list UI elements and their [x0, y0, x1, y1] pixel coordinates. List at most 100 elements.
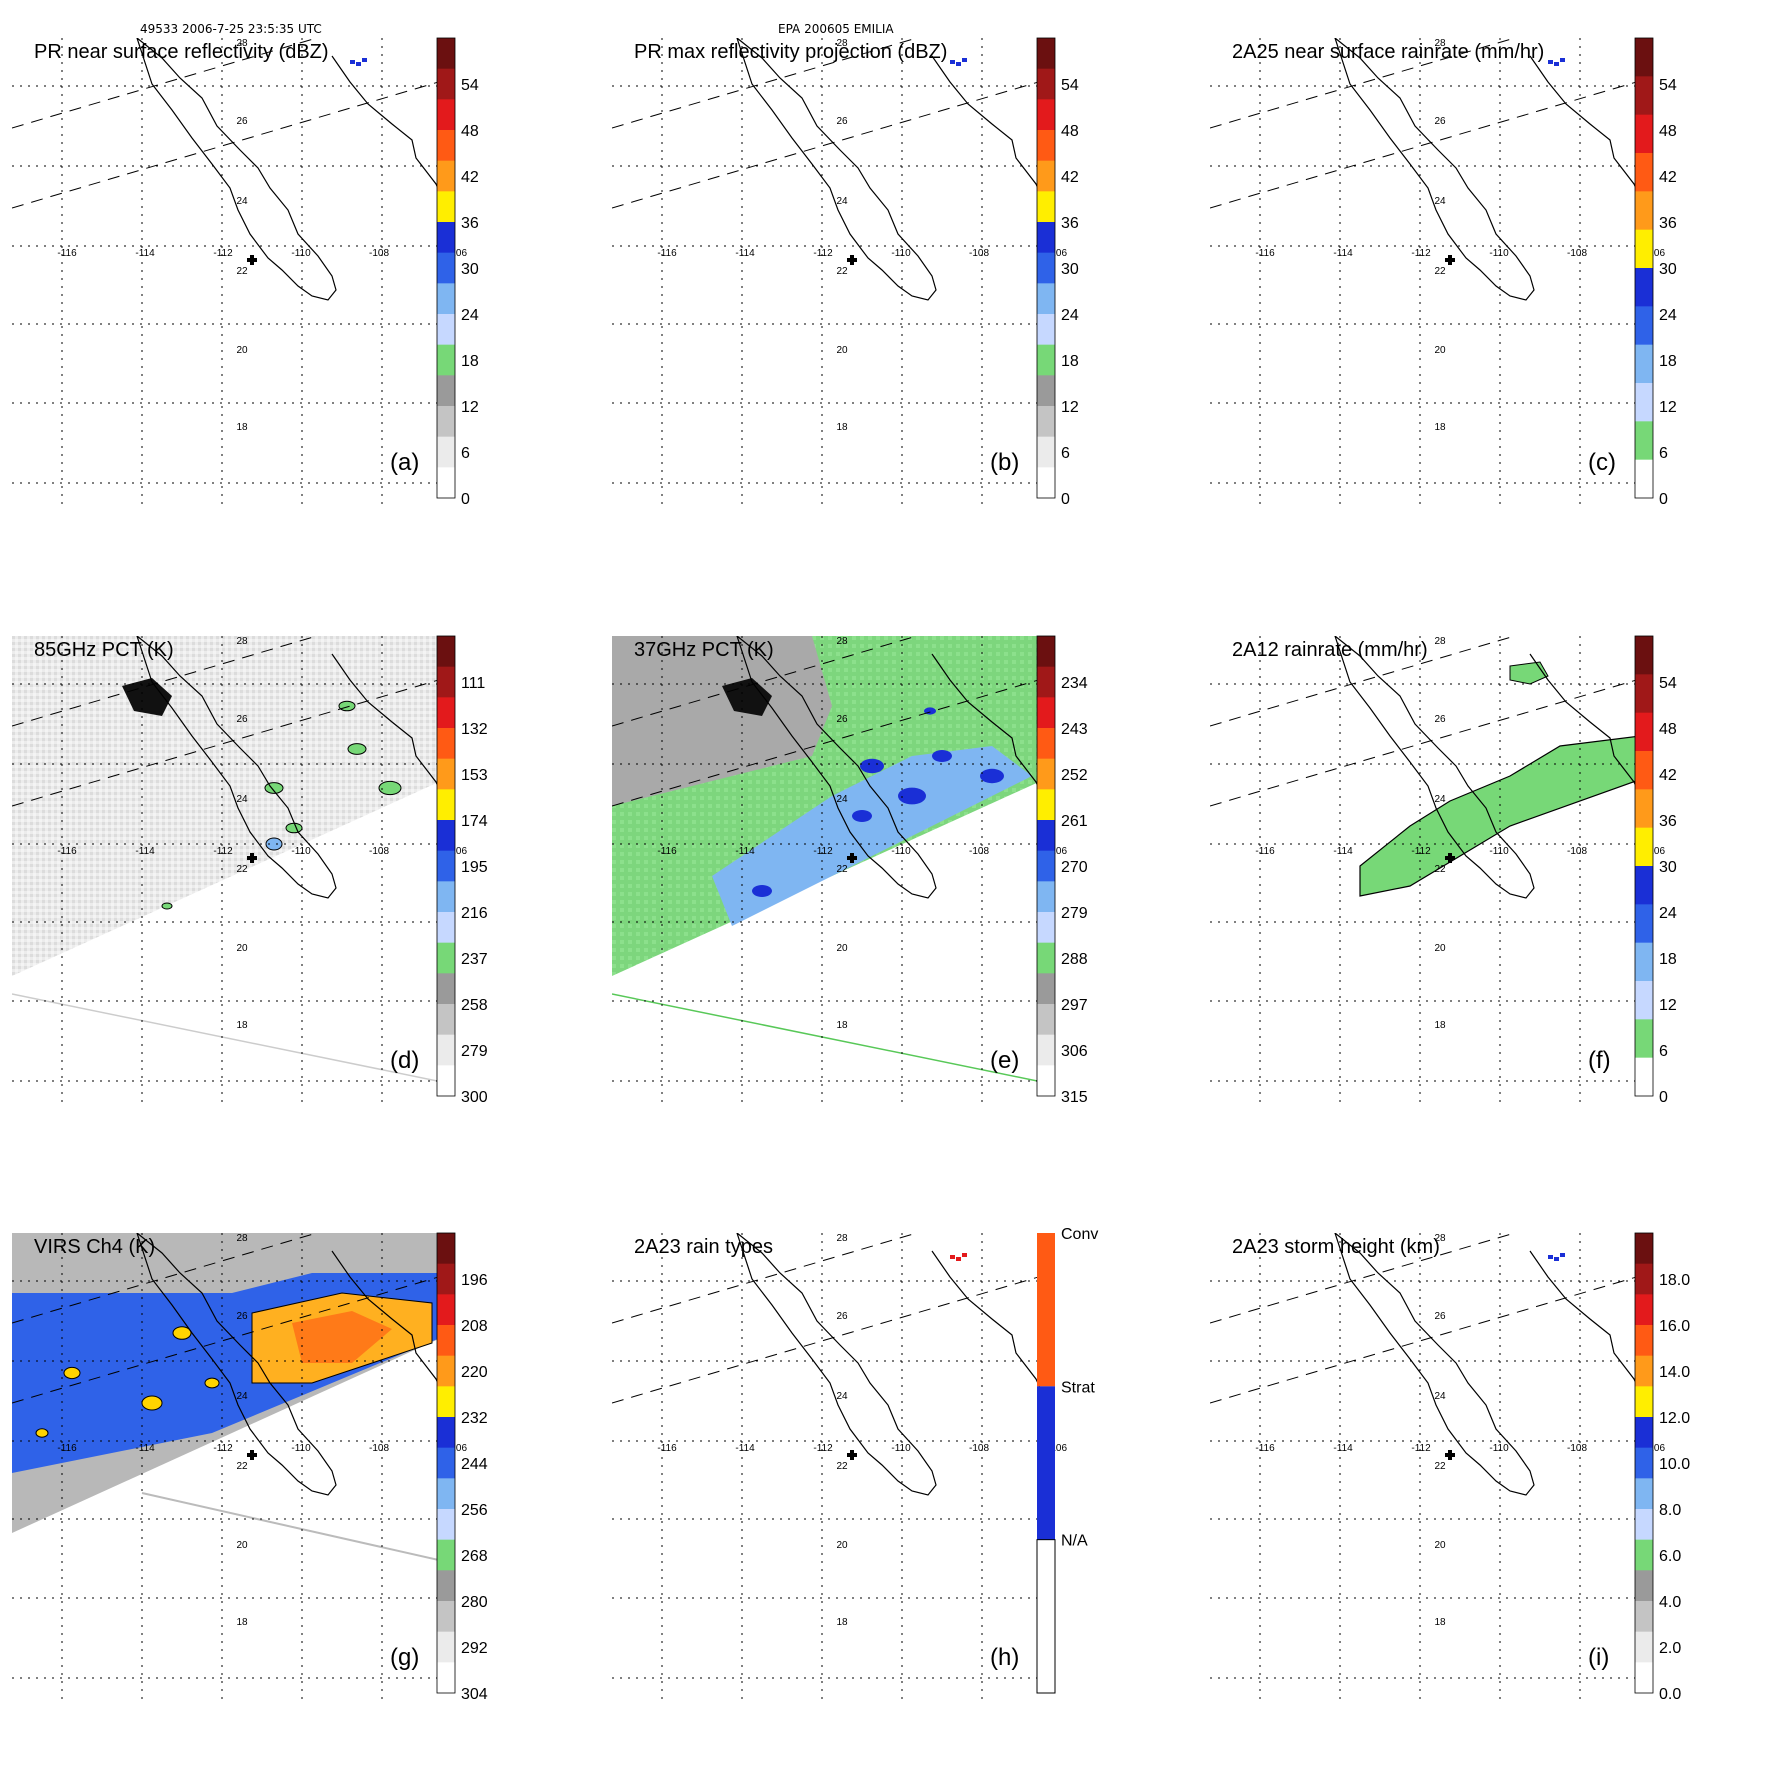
colorbar-tick-label: 6 — [1659, 445, 1668, 462]
colorbar-band — [1037, 130, 1055, 162]
latitude-label: 28 — [836, 636, 848, 647]
pr-swath-edge — [612, 1272, 1052, 1404]
colorbar-band — [437, 1509, 455, 1541]
colorbar-band — [1635, 383, 1653, 422]
storm-center-marker — [1445, 255, 1455, 265]
colorbar-frame — [1036, 635, 1056, 1097]
longitude-label: -108 — [369, 1443, 389, 1454]
colorbar-band — [1037, 1034, 1055, 1066]
panel-title: 2A25 near surface rainrate (mm/hr) — [1232, 41, 1544, 63]
rain-core — [752, 885, 772, 897]
colorbar-tick-label: 288 — [1061, 951, 1088, 968]
longitude-label: -108 — [369, 248, 389, 259]
pr-echo — [962, 58, 967, 62]
colorbar-band — [1635, 1478, 1653, 1510]
colorbar-band — [1037, 1386, 1055, 1540]
colorbar-band — [1635, 306, 1653, 346]
colorbar-band — [1037, 942, 1055, 974]
panel-title: 85GHz PCT (K) — [34, 639, 174, 661]
latitude-label: 26 — [1434, 116, 1446, 127]
colorbar-band — [1037, 191, 1055, 223]
latitude-label: 18 — [836, 422, 848, 433]
colorbar-tick-label: 54 — [461, 77, 479, 94]
rain-area — [1509, 661, 1549, 685]
latitude-label: 26 — [236, 714, 248, 725]
colorbar-tick-label: 16.0 — [1659, 1318, 1690, 1335]
colorbar: 196 208 220 232 244 256 268 280 292 304 — [436, 1232, 488, 1703]
colorbar-tick-label: 24 — [1061, 307, 1079, 324]
colorbar-tick-label: 6 — [1061, 445, 1070, 462]
colorbar-band — [1037, 973, 1055, 1005]
colorbar-tick-label: 36 — [1061, 215, 1079, 232]
colorbar-tick-label: 306 — [1061, 1043, 1088, 1060]
colorbar-tick-label: 0 — [1659, 491, 1668, 508]
colorbar-band — [437, 1294, 455, 1326]
longitude-label: -110 — [1489, 846, 1509, 857]
colorbar-band — [1635, 1570, 1653, 1602]
colorbar-tick-label: 252 — [1061, 767, 1088, 784]
colorbar-band — [437, 758, 455, 790]
colorbar-tick-label: Strat — [1061, 1379, 1095, 1396]
colorbar-tick-label: 256 — [461, 1502, 488, 1519]
pr-swath-edge — [12, 38, 319, 129]
colorbar-tick-label: 132 — [461, 721, 488, 738]
latitude-label: 28 — [836, 38, 848, 49]
colorbar-band — [1037, 789, 1055, 821]
colorbar-tick-label: 2.0 — [1659, 1640, 1681, 1657]
colorbar-tick-label: 174 — [461, 813, 488, 830]
pr-echo — [956, 1257, 961, 1261]
colorbar-tick-label: 220 — [461, 1364, 488, 1381]
longitude-label: -112 — [213, 1443, 233, 1454]
colorbar-band — [1635, 1263, 1653, 1295]
colorbar-band — [1635, 1386, 1653, 1418]
longitude-label: -114 — [135, 1443, 155, 1454]
colorbar-tick-label: 18 — [1061, 353, 1079, 370]
colorbar-band — [1635, 1325, 1653, 1357]
colorbar-tick-label: 36 — [461, 215, 479, 232]
latitude-label: 18 — [236, 1617, 248, 1628]
cold-cell — [141, 1395, 163, 1411]
colorbar-tick-label: 0 — [1061, 491, 1070, 508]
latitude-label: 24 — [236, 196, 248, 207]
latitude-label: 22 — [1434, 1461, 1446, 1472]
longitude-label: -108 — [969, 1443, 989, 1454]
colorbar-tick-label: 12 — [461, 399, 479, 416]
latitude-label: 20 — [236, 345, 248, 356]
colorbar-band — [1635, 981, 1653, 1020]
colorbar-band — [1635, 751, 1653, 790]
colorbar-tick-label: 48 — [1659, 721, 1677, 738]
colorbar-tick-label: 243 — [1061, 721, 1088, 738]
colorbar-tick-label: 111 — [461, 675, 485, 692]
pr-swath-edge — [1210, 38, 1517, 129]
map-panel-g: -116 -114 -112 -110 -108 -106 28 26 24 22 20 18 VIRS… — [12, 1232, 488, 1703]
colorbar-tick-label: 24 — [1659, 307, 1677, 324]
colorbar-band — [437, 912, 455, 944]
storm-center-marker — [847, 853, 857, 863]
panel-letter: (d) — [390, 1047, 419, 1074]
baja-coastline — [136, 1233, 337, 1496]
colorbar-band — [1037, 406, 1055, 438]
longitude-label: -110 — [891, 846, 911, 857]
pr-swath-edge — [612, 77, 1052, 209]
rain-area — [1359, 735, 1650, 897]
longitude-label: -108 — [1567, 248, 1587, 259]
colorbar-tick-label: 196 — [461, 1272, 488, 1289]
colorbar-band — [1635, 904, 1653, 944]
latitude-label: 20 — [1434, 1540, 1446, 1551]
latitude-label: 26 — [236, 1311, 248, 1322]
colorbar-tick-label: 195 — [461, 859, 488, 876]
longitude-label: -110 — [1489, 248, 1509, 259]
colorbar-band — [1635, 268, 1653, 307]
colorbar-band — [437, 1570, 455, 1602]
colorbar-band — [1635, 114, 1653, 154]
colorbar-tick-label: 30 — [1061, 261, 1079, 278]
rain-cell — [161, 902, 173, 910]
colorbar-band — [1037, 436, 1055, 468]
colorbar-band — [437, 38, 455, 70]
latitude-label: 18 — [1434, 1617, 1446, 1628]
map-panel-c: -116 -114 -112 -110 -108 -106 28 26 24 22 20 18 2A25… — [1210, 37, 1677, 508]
latitude-label: 28 — [836, 1233, 848, 1244]
colorbar-band — [437, 436, 455, 468]
colorbar-tick-label: 54 — [1061, 77, 1079, 94]
longitude-label: -114 — [135, 846, 155, 857]
